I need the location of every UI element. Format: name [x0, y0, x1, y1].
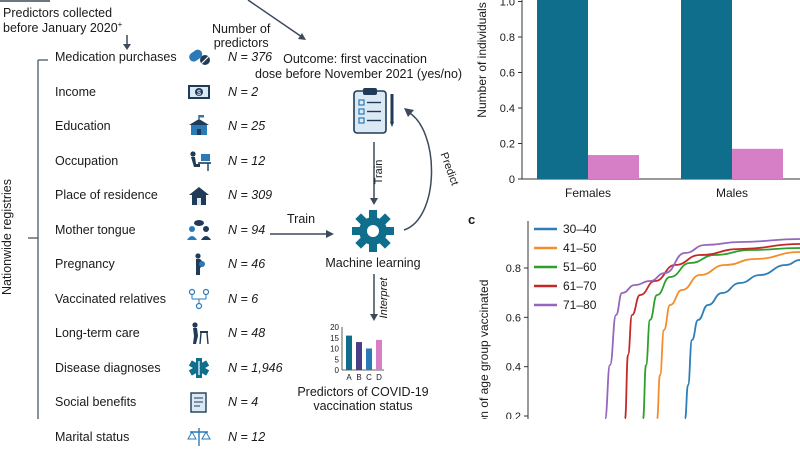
bar-ytick-label: 0.6	[500, 68, 515, 80]
collected-title: Predictors collected before January 2020…	[3, 6, 123, 36]
series-line-61–70	[624, 243, 800, 419]
bar-ytick-label: 1.0	[500, 0, 515, 9]
train-arrow-horizontal	[270, 230, 334, 238]
panel-c-letter: c	[468, 212, 475, 227]
mini-bar	[366, 348, 372, 370]
bar-ytick-label: 0	[509, 174, 515, 186]
predictor-label: Vaccinated relatives	[55, 291, 166, 306]
money-icon: $	[186, 81, 212, 103]
legend-label: 51–60	[563, 260, 597, 274]
predictor-count: N = 25	[228, 119, 266, 133]
gear-icon	[352, 210, 394, 252]
train-horizontal-label: Train	[287, 212, 316, 226]
mini-ytick-label: 15	[330, 334, 339, 343]
interpret-arrow	[370, 274, 378, 321]
bar-females-teal	[537, 0, 588, 179]
predictor-count: N = 1,946	[228, 360, 283, 375]
mini-xtick-label: A	[346, 373, 352, 382]
predictor-label: Income	[55, 84, 96, 99]
ml-label: Machine learning	[325, 256, 421, 270]
predictor-count: N = 6	[228, 291, 259, 306]
walker-icon	[186, 322, 212, 345]
series-line-71–80	[604, 238, 800, 419]
bar-ytick-label: 0.4	[500, 103, 515, 115]
mini-ytick-label: 20	[330, 323, 339, 332]
predictor-label: Marital status	[55, 429, 130, 444]
line-ytick-label: 0.6	[506, 312, 521, 324]
registries-bracket	[28, 59, 48, 419]
series-line-51–60	[642, 247, 800, 419]
bar-category-label: Females	[565, 186, 611, 200]
mini-ytick-label: 0	[335, 366, 340, 375]
line-ytick-label: 0.8	[506, 263, 521, 275]
clipboard-icon	[353, 88, 394, 134]
predictor-label: Pregnancy	[55, 257, 115, 271]
mini-bar	[356, 342, 362, 370]
house-icon	[186, 184, 212, 206]
mini-ytick-label: 10	[330, 345, 339, 354]
mini-xtick-label: B	[356, 373, 361, 382]
train-vertical-label: Train	[373, 159, 385, 185]
interpret-label: Interpret	[378, 277, 390, 319]
bar-chart-panel: 1.0 0.8 0.6 0.4 0.2 0 Number of individuals Fem…	[475, 0, 800, 200]
medical-star-icon	[186, 357, 212, 379]
predictor-label: Social benefits	[55, 395, 137, 409]
outcome-label: Outcome: first vaccination dose before N…	[255, 52, 463, 81]
mini-bar	[346, 335, 352, 370]
train-arrow-vertical	[370, 142, 378, 205]
bar-females-pink	[588, 155, 639, 179]
pregnant-icon	[186, 253, 212, 275]
family-tree-icon	[186, 288, 212, 310]
pills-icon	[186, 46, 212, 68]
predictor-count: N = 376	[228, 50, 273, 64]
line-chart-panel: c 0.8 0.6 0.4 0.2 tion of age group vaccinate…	[468, 212, 800, 419]
predictor-label: Medication purchases	[55, 50, 177, 64]
predictor-label: Occupation	[55, 153, 119, 168]
legend-label: 71–80	[563, 298, 597, 312]
predict-arrow	[403, 108, 433, 231]
predictors-output-label: Predictors of COVID-19 vaccination statu…	[297, 385, 429, 413]
legend-label: 30–40	[563, 222, 597, 236]
predictor-count: N = 12	[228, 429, 266, 444]
predictor-count: N = 48	[228, 326, 266, 340]
bar-males-teal	[681, 0, 732, 179]
predictor-label: Education	[55, 119, 111, 133]
bar-ytick-label: 0.8	[500, 32, 515, 44]
predictor-count: N = 2	[228, 84, 259, 99]
school-icon	[186, 115, 212, 137]
bar-males-pink	[732, 148, 783, 179]
line-ytick-label: 0.2	[506, 411, 521, 419]
predictor-label: Mother tongue	[55, 222, 136, 237]
svg-text:$: $	[197, 90, 201, 97]
bar-ytick-label: 0.2	[500, 139, 515, 151]
predictor-label: Long-term care	[55, 326, 140, 340]
number-header: Number of predictors	[212, 22, 271, 50]
bar-y-axis-label: Number of individuals	[475, 2, 489, 117]
mini-xtick-label: C	[366, 373, 372, 382]
document-icon	[186, 391, 212, 413]
bracket-ticks	[0, 0, 60, 419]
predictor-label: Place of residence	[55, 188, 158, 202]
predictor-count: N = 309	[228, 188, 273, 202]
predictor-count: N = 94	[228, 222, 266, 237]
desk-worker-icon	[186, 150, 212, 172]
predictor-count: N = 12	[228, 153, 266, 168]
mini-ytick-label: 5	[335, 355, 340, 364]
series-line-30–40	[684, 259, 800, 419]
predictor-count: N = 4	[228, 395, 259, 409]
conversation-icon	[186, 219, 212, 241]
legend-label: 41–50	[563, 241, 597, 255]
series-line-41–50	[656, 251, 800, 419]
line-y-axis-label: tion of age group vaccinated	[477, 280, 491, 419]
bar-category-label: Males	[716, 186, 748, 200]
line-ytick-label: 0.4	[506, 362, 521, 374]
predictor-label: Disease diagnoses	[55, 360, 161, 375]
mini-bar	[376, 339, 382, 370]
scales-icon	[186, 426, 212, 448]
top-arrows	[0, 0, 306, 50]
legend-label: 61–70	[563, 279, 597, 293]
predictor-count: N = 46	[228, 257, 266, 271]
mini-xtick-label: D	[376, 373, 382, 382]
mini-predictor-chart: 20 15 105 0A B C D	[330, 323, 384, 382]
